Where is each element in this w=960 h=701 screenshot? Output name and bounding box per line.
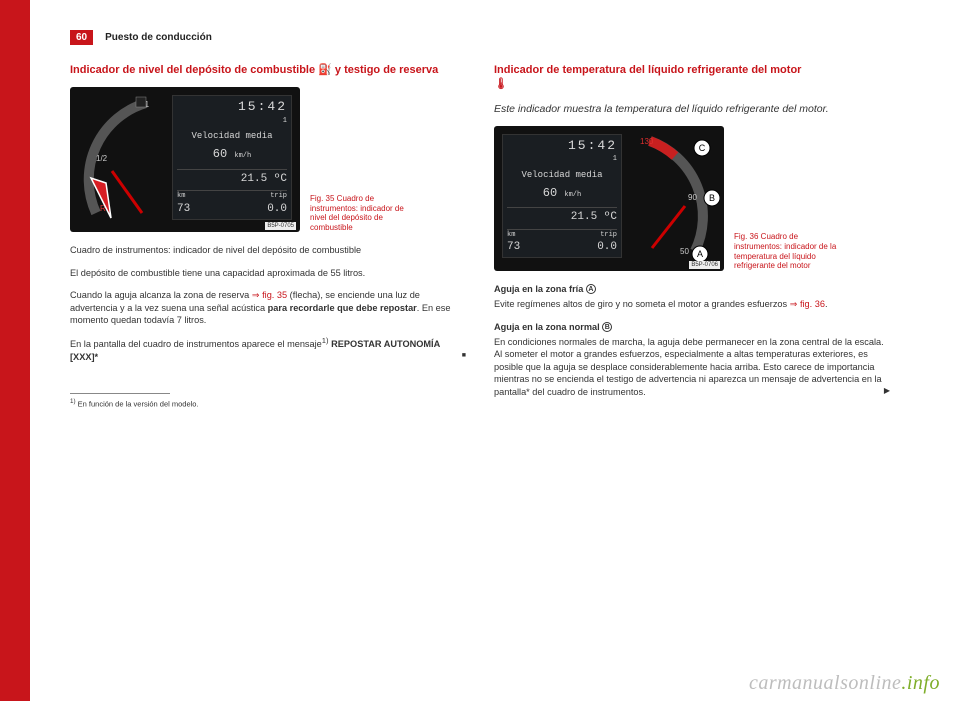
- lcd2-temp: 21.5 ºC: [507, 207, 617, 225]
- p4-sup: 1): [322, 336, 329, 345]
- watermark-right: .info: [901, 672, 940, 694]
- figure-36-image: 15:42 1 Velocidad media 60 km/h 21.5 ºC …: [494, 126, 724, 271]
- left-heading-post: y testigo de reserva: [332, 64, 438, 76]
- lcd-trip-value: 0.0: [267, 202, 287, 217]
- left-column: Indicador de nivel del depósito de combu…: [70, 63, 466, 410]
- page: 60 Puesto de conducción Indicador de niv…: [0, 0, 960, 701]
- lcd2-trip-value: 0.0: [597, 240, 617, 255]
- lcd2-time: 15:42: [507, 137, 617, 155]
- p3-bold: para recordarle que debe repostar: [268, 303, 417, 313]
- watermark: carmanualsonline.info: [749, 672, 940, 695]
- p4-pre: En la pantalla del cuadro de instrumento…: [70, 339, 322, 349]
- lcd2-title: Velocidad media: [507, 169, 617, 181]
- figure-36-row: 15:42 1 Velocidad media 60 km/h 21.5 ºC …: [494, 126, 890, 271]
- footnote-marker: 1): [70, 398, 76, 405]
- lcd-labels: km trip: [177, 190, 287, 201]
- content-columns: Indicador de nivel del depósito de combu…: [70, 63, 890, 410]
- sB-text: En condiciones normales de marcha, la ag…: [494, 337, 884, 397]
- lcd2-km-label: km: [507, 231, 515, 240]
- page-number: 60: [70, 30, 93, 45]
- right-heading: Indicador de temperatura del líquido ref…: [494, 63, 890, 92]
- zone-b-body: En condiciones normales de marcha, la ag…: [494, 336, 890, 398]
- figure-35-caption: Fig. 35 Cuadro de instrumentos: indicado…: [310, 194, 420, 232]
- left-heading-pre: Indicador de nivel del depósito de combu…: [70, 64, 318, 76]
- lcd2-unit: km/h: [564, 191, 581, 199]
- lcd-time: 15:42: [177, 98, 287, 116]
- svg-text:A: A: [697, 249, 703, 259]
- lcd2-value-row: 60 km/h: [507, 185, 617, 201]
- continue-triangle-icon: ▶: [884, 386, 890, 397]
- svg-text:C: C: [699, 143, 706, 153]
- lcd-km-label: km: [177, 192, 185, 201]
- lcd-unit: km/h: [234, 152, 251, 160]
- left-para-4: En la pantalla del cuadro de instrumento…: [70, 336, 466, 363]
- sA-post: .: [825, 299, 828, 309]
- zone-a-pre: Aguja en la zona fría: [494, 284, 586, 294]
- figure-35-row: 1/1 1/2 R 15:42 1 Velocidad media: [70, 87, 466, 232]
- lcd-km-value: 73: [177, 202, 190, 217]
- lcd-value: 60: [213, 147, 227, 161]
- figure-36-lcd: 15:42 1 Velocidad media 60 km/h 21.5 ºC …: [502, 134, 622, 258]
- fig35-link: ⇒ fig. 35: [252, 290, 287, 300]
- temp-heading-icon: 🌡: [494, 78, 508, 90]
- right-subtitle: Este indicador muestra la temperatura de…: [494, 102, 890, 116]
- footnote-text: En función de la versión del modelo.: [78, 400, 199, 409]
- left-red-bar: [0, 0, 30, 701]
- zone-a-title: Aguja en la zona fría A: [494, 283, 890, 295]
- figure-35-lcd: 15:42 1 Velocidad media 60 km/h 21.5 ºC …: [172, 95, 292, 219]
- footnote-rule: [70, 393, 170, 394]
- zone-b-letter: B: [602, 322, 612, 332]
- fig36-link: ⇒ fig. 36: [790, 299, 825, 309]
- lcd-value-row: 60 km/h: [177, 146, 287, 162]
- watermark-left: carmanualsonline: [749, 672, 901, 694]
- zone-a-letter: A: [586, 284, 596, 294]
- lcd2-trip-label: trip: [600, 231, 617, 240]
- left-para-1: Cuadro de instrumentos: indicador de niv…: [70, 244, 466, 256]
- zone-b-pre: Aguja en la zona normal: [494, 322, 602, 332]
- lcd2-value: 60: [543, 186, 557, 200]
- figure-35-id: B5P-0705: [265, 222, 296, 230]
- svg-text:130: 130: [640, 137, 654, 146]
- page-header: 60 Puesto de conducción: [70, 30, 890, 45]
- right-heading-text: Indicador de temperatura del líquido ref…: [494, 64, 801, 76]
- fuel-gauge-svg: 1/1 1/2 R: [76, 93, 166, 223]
- svg-text:50: 50: [680, 247, 689, 256]
- lcd-mode: 1: [177, 117, 287, 126]
- lcd2-values: 73 0.0: [507, 240, 617, 255]
- left-heading: Indicador de nivel del depósito de combu…: [70, 63, 466, 77]
- figure-36-id: B5P-0706: [689, 261, 720, 269]
- lcd2-mode: 1: [507, 155, 617, 164]
- left-para-3: Cuando la aguja alcanza la zona de reser…: [70, 289, 466, 326]
- lcd-values: 73 0.0: [177, 202, 287, 217]
- sA-pre: Evite regímenes altos de giro y no somet…: [494, 299, 790, 309]
- fuel-icon: ⛽: [318, 64, 332, 76]
- zone-b-title: Aguja en la zona normal B: [494, 321, 890, 333]
- right-column: Indicador de temperatura del líquido ref…: [494, 63, 890, 410]
- svg-text:1/2: 1/2: [96, 154, 108, 163]
- lcd-title: Velocidad media: [177, 130, 287, 142]
- figure-36-caption: Fig. 36 Cuadro de instrumentos: indicado…: [734, 232, 844, 270]
- footnote: 1) En función de la versión del modelo.: [70, 398, 466, 410]
- svg-text:B: B: [709, 193, 715, 203]
- section-title: Puesto de conducción: [105, 32, 212, 43]
- figure-35-image: 1/1 1/2 R 15:42 1 Velocidad media: [70, 87, 300, 232]
- p3-pre: Cuando la aguja alcanza la zona de reser…: [70, 290, 252, 300]
- svg-text:90: 90: [688, 193, 697, 202]
- lcd2-km-value: 73: [507, 240, 520, 255]
- lcd-trip-label: trip: [270, 192, 287, 201]
- temp-gauge-svg: 130 90 50 C B A: [630, 126, 720, 271]
- end-square-icon: ■: [462, 351, 466, 360]
- left-para-2: El depósito de combustible tiene una cap…: [70, 267, 466, 279]
- zone-a-body: Evite regímenes altos de giro y no somet…: [494, 298, 890, 310]
- lcd2-labels: km trip: [507, 229, 617, 240]
- lcd-temp: 21.5 ºC: [177, 169, 287, 187]
